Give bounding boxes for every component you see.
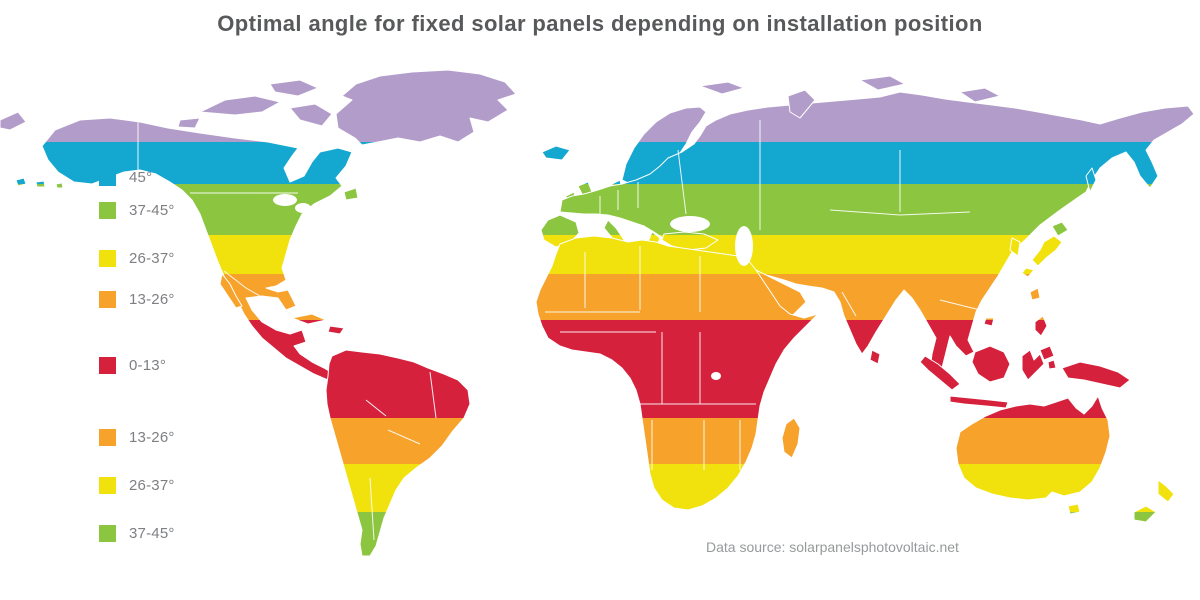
- tasmania: [1067, 503, 1081, 515]
- legend-label: 13-26°: [129, 429, 175, 446]
- legend-swatch-37-45-south: [99, 525, 116, 542]
- arctic-island-baffin: [199, 95, 281, 116]
- sumatra: [919, 355, 961, 391]
- legend-label: 45°: [129, 169, 153, 186]
- arctic-island-victoria: [269, 79, 319, 97]
- new-zealand-south-island: [1133, 505, 1157, 523]
- eurasia: [559, 91, 1195, 379]
- legend-item-13-26-north: 13-26°: [99, 291, 175, 308]
- aleutian-islands: [15, 177, 64, 189]
- south-america: [325, 349, 471, 557]
- cuba: [291, 313, 327, 325]
- page-title: Optimal angle for fixed solar panels dep…: [217, 11, 983, 36]
- legend-label: 13-26°: [129, 291, 175, 308]
- sulawesi: [1021, 349, 1045, 381]
- hispaniola: [327, 325, 345, 335]
- taiwan: [1029, 287, 1041, 301]
- legend-swatch-37-45-north: [99, 202, 116, 219]
- landmasses: [0, 69, 1195, 557]
- borneo: [971, 345, 1011, 383]
- north-america: [41, 117, 353, 383]
- hainan: [983, 317, 995, 327]
- greenland: [335, 69, 517, 146]
- arctic-island-ellesmere: [289, 103, 333, 127]
- sri-lanka: [869, 349, 881, 365]
- legend-swatch-0-13: [99, 357, 116, 374]
- lake-victoria: [711, 372, 721, 380]
- sakhalin: [1085, 167, 1097, 193]
- legend-item-0-13: 0-13°: [99, 357, 166, 374]
- newfoundland: [343, 187, 359, 201]
- inland-waters: [273, 194, 753, 380]
- chukotka-west-edge: [0, 111, 27, 131]
- legend-item-37-45-south: 37-45°: [99, 525, 175, 542]
- legend-item-26-37-south: 26-37°: [99, 477, 175, 494]
- legend-label: 26-37°: [129, 477, 175, 494]
- philippines-mindanao: [1039, 345, 1055, 361]
- java: [949, 395, 1009, 409]
- legend-label: 37-45°: [129, 202, 175, 219]
- philippines-luzon: [1034, 315, 1048, 337]
- country-borders: [137, 120, 981, 541]
- japan-hokkaido: [1051, 221, 1069, 237]
- novaya-zemlya: [787, 89, 816, 119]
- new-zealand-north-island: [1157, 479, 1175, 503]
- japan-honshu: [1031, 235, 1063, 267]
- africa: [535, 235, 819, 511]
- legend-item-37-45-north: 37-45°: [99, 202, 175, 219]
- legend-swatch-13-26-south: [99, 429, 116, 446]
- madagascar: [781, 417, 801, 459]
- iberia: [540, 214, 580, 248]
- legend-swatch-26-37-north: [99, 250, 116, 267]
- black-sea: [670, 216, 710, 232]
- korea: [1009, 237, 1021, 257]
- legend-item-26-37-north: 26-37°: [99, 250, 175, 267]
- new-guinea: [1061, 361, 1131, 389]
- legend-item-45-north: 45°: [99, 169, 152, 186]
- legend-label: 37-45°: [129, 525, 175, 542]
- australia: [955, 395, 1111, 501]
- arctic-island-banks: [177, 117, 201, 129]
- legend-swatch-13-26-north: [99, 291, 116, 308]
- legend-label: 0-13°: [129, 357, 167, 374]
- baja-california: [219, 273, 243, 309]
- svalbard: [699, 81, 745, 95]
- legend-label: 26-37°: [129, 250, 175, 267]
- great-lakes-west: [273, 194, 297, 206]
- severnaya-zemlya: [859, 75, 906, 91]
- caspian-sea: [735, 226, 753, 266]
- anatolia: [661, 231, 719, 251]
- great-lakes-east: [295, 203, 311, 213]
- legend-swatch-45-north: [99, 169, 116, 186]
- new-siberian-islands: [959, 87, 1001, 103]
- iceland: [541, 145, 571, 161]
- data-source: Data source: solarpanelsphotovoltaic.net: [706, 539, 959, 555]
- legend-swatch-26-37-south: [99, 477, 116, 494]
- japan-kyushu: [1021, 267, 1035, 278]
- legend-item-13-26-south: 13-26°: [99, 429, 175, 446]
